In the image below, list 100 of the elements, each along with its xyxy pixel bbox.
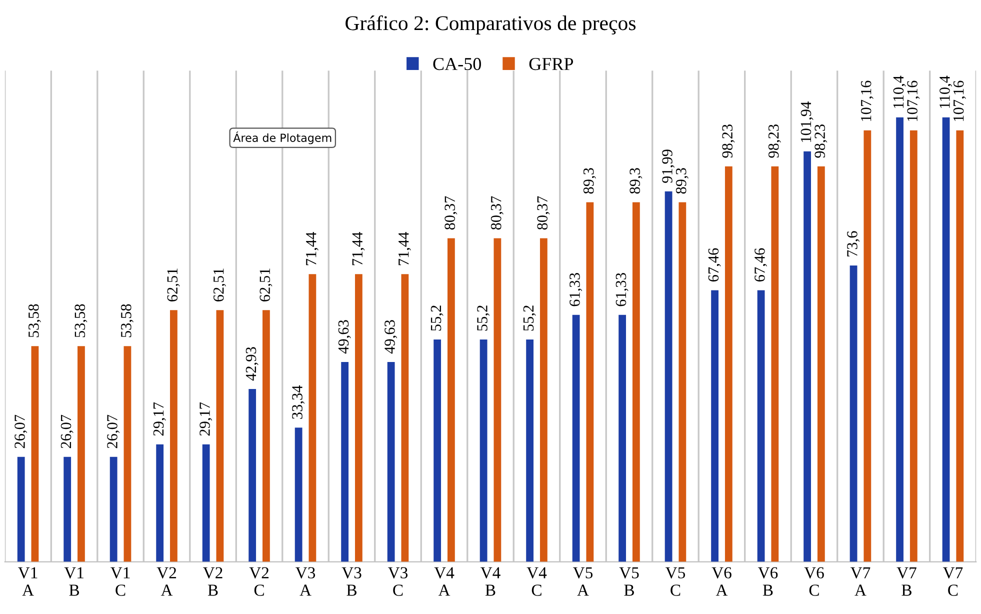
x-tick-label: V3 B: [342, 567, 362, 596]
data-label: 62,51: [214, 268, 226, 302]
bar: [724, 166, 732, 562]
data-label: 101,94: [800, 102, 814, 142]
x-tick-label: V1 B: [64, 567, 84, 596]
bar: [864, 130, 872, 562]
bar: [447, 238, 455, 562]
data-label: 89,3: [630, 168, 642, 194]
bar: [156, 444, 164, 562]
bar: [387, 362, 395, 562]
x-tick-label: V1 C: [110, 567, 130, 596]
data-label: 55,2: [523, 306, 536, 331]
data-label: 61,33: [570, 273, 582, 306]
data-label: 73,6: [847, 231, 860, 256]
bar: [341, 362, 349, 562]
bar: [480, 340, 488, 562]
bar: [618, 314, 626, 562]
x-tick-label: V2 C: [249, 567, 269, 596]
data-label: 107,16: [860, 80, 874, 121]
data-label: 55,2: [477, 306, 490, 331]
x-tick-label: V6 C: [804, 567, 824, 596]
data-label: 71,44: [398, 232, 411, 266]
data-label: 98,23: [768, 124, 781, 158]
data-label: 53,58: [120, 304, 134, 338]
data-label: 61,33: [616, 273, 628, 306]
data-label: 89,3: [583, 168, 596, 194]
bar: [771, 166, 779, 562]
data-label: 62,51: [167, 268, 180, 302]
bar: [540, 238, 548, 562]
bar: [31, 346, 39, 562]
data-label: 67,46: [708, 248, 721, 282]
bar: [401, 274, 409, 562]
bar: [124, 346, 132, 562]
data-label: 71,44: [306, 232, 318, 266]
x-tick-label: V6 A: [712, 567, 732, 596]
bar: [896, 117, 904, 562]
bar: [216, 310, 224, 562]
chart-title: Gráfico 2: Comparativos de preços: [346, 15, 636, 34]
data-label: 98,23: [814, 124, 828, 158]
bar: [494, 238, 502, 562]
data-label: 89,3: [676, 168, 688, 194]
bar: [757, 290, 765, 562]
data-label: 49,63: [338, 320, 351, 354]
bar: [942, 117, 950, 562]
data-label: 29,17: [200, 402, 212, 436]
data-label: 71,44: [352, 232, 365, 266]
x-tick-label: V1 A: [18, 567, 38, 596]
bar: [632, 202, 640, 562]
bar: [817, 166, 825, 562]
data-label: 80,37: [444, 196, 458, 230]
x-tick-label: V6 B: [758, 567, 778, 596]
data-label: 91,99: [662, 150, 675, 183]
data-label: 107,16: [907, 80, 920, 121]
x-tick-label: V2 B: [203, 567, 222, 596]
bar: [910, 130, 918, 562]
bar: [434, 340, 442, 562]
x-tick-label: V3 C: [388, 567, 408, 596]
x-tick-label: V4 C: [526, 567, 547, 596]
x-tick-label: V7 B: [896, 567, 916, 596]
bar: [664, 191, 672, 562]
x-tick-label: V2 A: [156, 567, 176, 596]
bar: [248, 388, 256, 562]
bar: [78, 346, 85, 562]
bar: [294, 428, 302, 562]
bar: [64, 456, 72, 562]
bar: [711, 290, 718, 562]
annotation: Área de Plotagem: [233, 132, 332, 144]
data-label: 62,51: [260, 268, 272, 302]
data-label: 110,4: [893, 76, 906, 108]
data-label: 110,4: [940, 76, 952, 108]
data-label: 80,37: [537, 196, 550, 230]
x-tick-label: V5 B: [619, 567, 639, 596]
data-label: 55,2: [430, 306, 444, 331]
bar: [850, 265, 858, 562]
x-tick-label: V4 A: [434, 567, 454, 596]
bar: [956, 130, 964, 562]
data-label: 33,34: [292, 385, 305, 419]
bar: [308, 274, 316, 562]
bar: [262, 310, 270, 562]
data-label: 53,58: [74, 304, 88, 338]
data-label: 67,46: [754, 248, 768, 282]
bar: [202, 444, 210, 562]
legend-label: CA-50: [433, 58, 481, 70]
bar: [572, 314, 580, 562]
x-tick-label: V7 A: [850, 567, 870, 596]
bar: [17, 456, 25, 562]
data-label: 107,16: [953, 80, 966, 121]
x-tick-label: V5 A: [572, 567, 593, 596]
data-label: 26,07: [14, 414, 28, 448]
data-label: 49,63: [384, 320, 398, 354]
data-label: 29,17: [153, 402, 166, 436]
x-tick-label: V7 C: [942, 567, 963, 596]
bar: [804, 151, 811, 562]
bar: [354, 274, 362, 562]
legend-label: GFRP: [529, 58, 574, 70]
bar: [678, 202, 686, 562]
x-tick-label: V4 B: [480, 567, 500, 596]
bar: [110, 456, 118, 562]
x-tick-label: V5 C: [665, 567, 686, 596]
bar: [586, 202, 594, 562]
